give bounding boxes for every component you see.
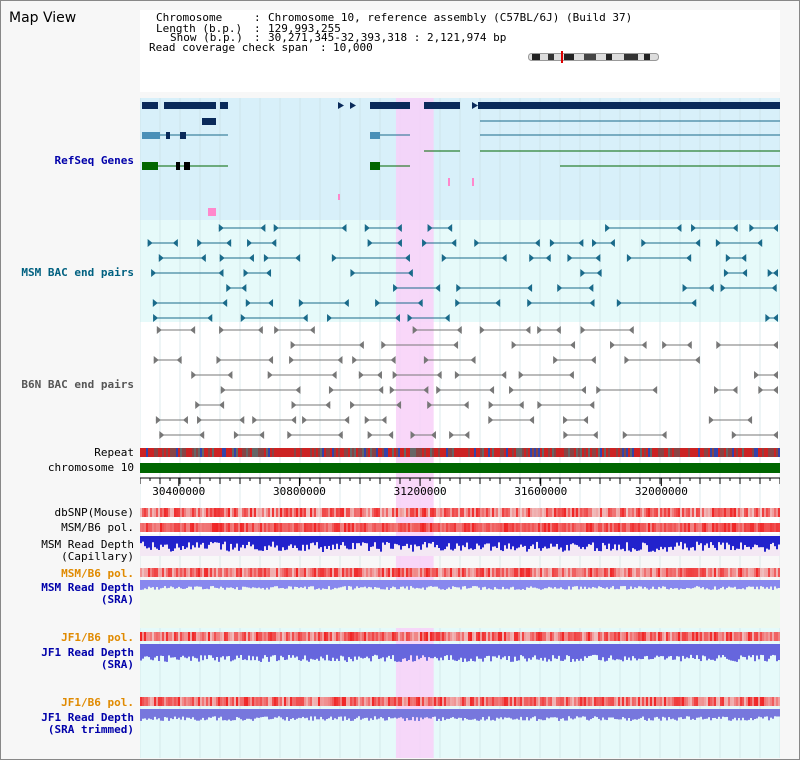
- jf1-depth-trimmed-track[interactable]: [140, 709, 780, 721]
- track-label-jf1-depth-trim-sub: (SRA trimmed): [47, 723, 134, 736]
- track-label-msm-depth-cap-sub: (Capillary): [61, 550, 134, 563]
- track-label-jf1-b6-pol[interactable]: JF1/B6 pol.: [61, 631, 134, 644]
- track-label-refseq[interactable]: RefSeq Genes: [54, 154, 134, 167]
- position-axis: 30400000 30800000 31200000 31600000 32000000: [140, 477, 780, 498]
- b6n-bac-end-pairs-track[interactable]: [153, 326, 778, 439]
- jf1-b6-pol-track[interactable]: [140, 632, 780, 641]
- repeat-track[interactable]: [140, 448, 780, 457]
- axis-tick-label: 32000000: [635, 485, 688, 498]
- chromosome-value: Chromosome 10, reference assembly (C57BL…: [268, 11, 633, 24]
- chromosome-bar[interactable]: [140, 463, 780, 473]
- show-value: 30,271,345-32,393,318 : 2,121,974 bp: [268, 31, 507, 44]
- track-label-repeat[interactable]: Repeat: [94, 446, 134, 459]
- dbsnp-track[interactable]: [140, 508, 780, 517]
- chromosome-key: Chromosome: [156, 11, 223, 24]
- show-key: Show (b.p.): [170, 31, 243, 44]
- jf1-depth-sra-track[interactable]: [140, 644, 780, 662]
- track-label-dbsnp[interactable]: dbSNP(Mouse): [54, 506, 134, 519]
- track-label-msm-bac[interactable]: MSM BAC end pairs: [21, 266, 134, 279]
- msm-depth-sra-track[interactable]: [140, 580, 780, 628]
- track-label-jf1-depth-sra[interactable]: JF1 Read Depth: [41, 646, 134, 659]
- chromosome-ideogram[interactable]: [528, 51, 660, 63]
- msm-b6-pol-track[interactable]: [140, 523, 780, 532]
- track-label-msm-b6-pol-2[interactable]: MSM/B6 pol.: [61, 567, 134, 580]
- page-title: Map View: [9, 10, 77, 26]
- track-label-b6n-bac[interactable]: B6N BAC end pairs: [21, 378, 134, 391]
- track-label-chromosome[interactable]: chromosome 10: [47, 461, 134, 474]
- axis-tick-label: 30400000: [152, 485, 205, 498]
- length-value: 129,993,255: [268, 22, 341, 35]
- show-sep: :: [254, 31, 261, 44]
- track-label-jf1-depth-trim[interactable]: JF1 Read Depth: [41, 711, 134, 724]
- coverage-sep: :: [320, 41, 327, 54]
- msm-depth-capillary-track[interactable]: [140, 536, 780, 556]
- coverage-key: Read coverage check span: [149, 41, 308, 54]
- track-label-msm-depth-cap[interactable]: MSM Read Depth: [41, 538, 134, 551]
- msm-bac-end-pairs-track[interactable]: [147, 224, 778, 322]
- chromosome-sep: :: [254, 11, 261, 24]
- axis-tick-label: 31200000: [394, 485, 447, 498]
- coverage-value: 10,000: [333, 41, 373, 54]
- axis-tick-label: 31600000: [514, 485, 567, 498]
- ideogram-position-marker: [561, 51, 563, 63]
- track-label-msm-depth-sra-sub: (SRA): [100, 593, 134, 606]
- track-label-msm-depth-sra[interactable]: MSM Read Depth: [41, 581, 134, 594]
- genome-track-canvas[interactable]: 30400000 30800000 31200000 31600000 32000000: [140, 98, 780, 758]
- track-label-jf1-depth-sra-sub: (SRA): [100, 658, 134, 671]
- length-key: Length (b.p.): [156, 22, 243, 35]
- refseq-genes-track[interactable]: [140, 102, 780, 216]
- jf1-b6-pol-track-2[interactable]: [140, 697, 780, 706]
- track-label-msm-b6-pol[interactable]: MSM/B6 pol.: [61, 521, 134, 534]
- length-sep: :: [254, 22, 261, 35]
- info-header: Chromosome : Chromosome 10, reference as…: [140, 10, 780, 92]
- axis-tick-label: 30800000: [273, 485, 326, 498]
- track-label-jf1-b6-pol-2[interactable]: JF1/B6 pol.: [61, 696, 134, 709]
- msm-b6-pol-track-2[interactable]: [140, 568, 780, 577]
